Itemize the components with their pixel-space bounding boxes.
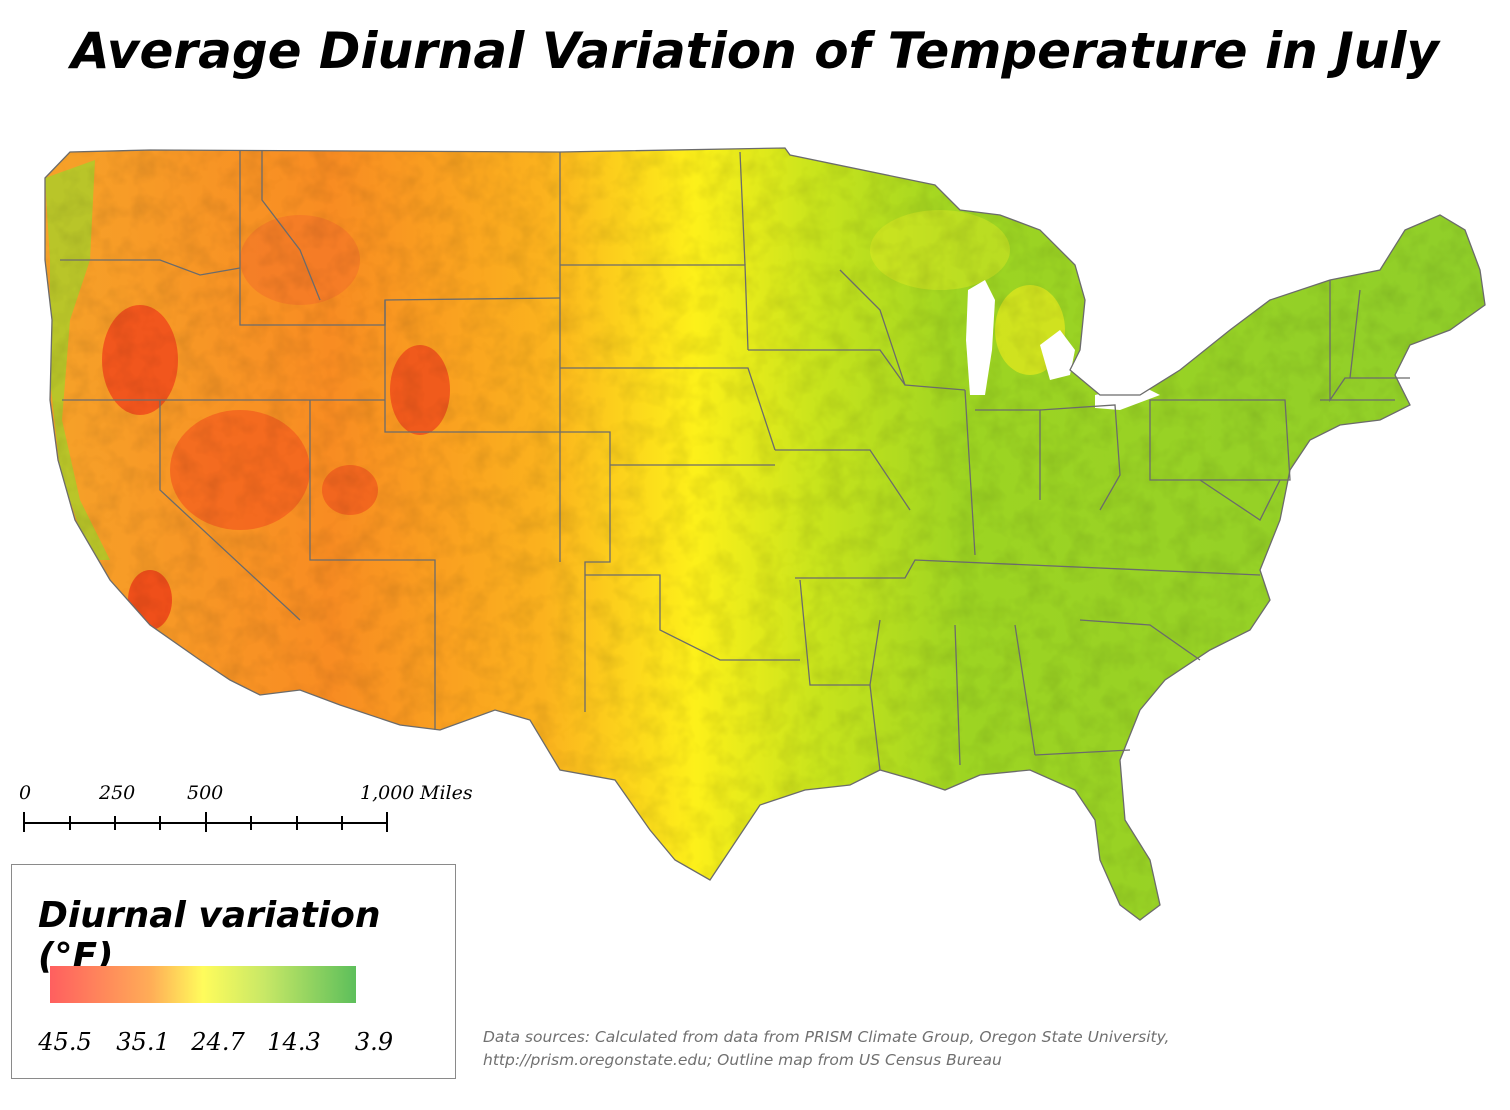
scale-label-250: 250	[99, 782, 136, 804]
legend-color-ramp	[50, 966, 356, 1003]
sources-line-2: http://prism.oregonstate.edu; Outline ma…	[483, 1051, 1002, 1069]
legend-title: Diurnal variation (°F)	[38, 895, 381, 977]
map-title: Average Diurnal Variation of Temperature…	[70, 22, 1440, 80]
legend-tick: 3.9	[354, 1028, 394, 1056]
scale-label-1000: 1,000	[360, 782, 415, 804]
sources-line-1: Data sources: Calculated from data from …	[483, 1028, 1170, 1046]
scale-label-0: 0	[19, 782, 32, 804]
great-lakes	[966, 280, 1160, 410]
scale-unit: Miles	[420, 782, 473, 804]
map-fill	[45, 148, 1485, 920]
legend-tick: 35.1	[116, 1028, 170, 1056]
scale-label-500: 500	[187, 782, 224, 804]
legend-tick: 14.3	[267, 1028, 321, 1056]
legend: Diurnal variation (°F) 45.5 35.1 24.7 14…	[11, 864, 456, 1079]
state-borders	[44, 147, 1486, 921]
data-sources-note: Data sources: Calculated from data from …	[483, 1026, 1243, 1072]
scale-bar	[23, 812, 388, 832]
legend-tick: 45.5	[38, 1028, 92, 1056]
legend-tick: 24.7	[191, 1028, 245, 1056]
